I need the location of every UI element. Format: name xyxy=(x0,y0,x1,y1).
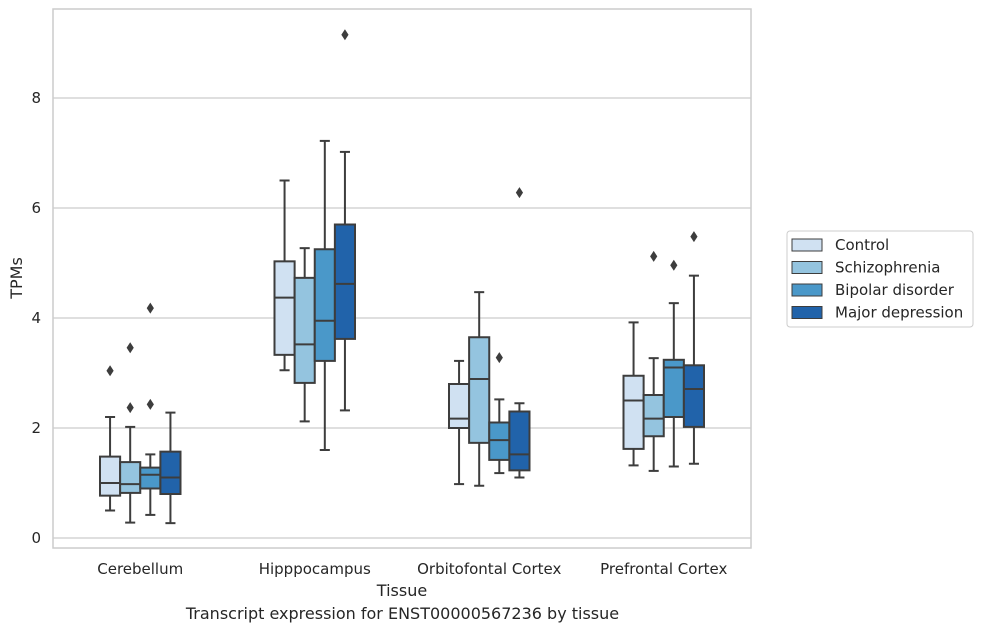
box xyxy=(273,260,296,356)
box-group xyxy=(333,29,356,412)
x-tick-labels: Cerebellum Hipppocampus Orbitofontal Corte… xyxy=(97,560,727,578)
legend-swatch xyxy=(791,238,823,252)
legend-swatch xyxy=(791,261,823,274)
plot-frame xyxy=(52,8,752,549)
y-tick-label: 6 xyxy=(31,199,41,217)
box-group xyxy=(468,291,491,487)
legend-label: Bipolar disorder xyxy=(835,281,955,299)
box xyxy=(159,450,182,495)
legend-swatch xyxy=(791,283,823,297)
box-group xyxy=(119,342,142,524)
outlier-point xyxy=(515,187,524,199)
x-tick-label: Prefrontal Cortex xyxy=(600,560,727,578)
box-group xyxy=(622,321,645,467)
outlier-point xyxy=(126,402,134,414)
outlier-point xyxy=(146,398,154,410)
box xyxy=(119,461,142,494)
outlier-point xyxy=(495,352,503,364)
box xyxy=(313,248,336,362)
outlier-point xyxy=(341,29,349,41)
outlier-point xyxy=(650,250,658,262)
box xyxy=(682,364,705,428)
box xyxy=(448,383,471,429)
legend-label: Major depression xyxy=(835,304,963,322)
box-group xyxy=(448,359,471,486)
x-tick-label: Cerebellum xyxy=(97,560,183,578)
box-group xyxy=(642,250,665,472)
outlier-point xyxy=(670,259,678,271)
box xyxy=(333,223,356,340)
legend-label: Control xyxy=(835,236,889,254)
x-tick-label: Hipppocampus xyxy=(259,560,371,578)
box-group xyxy=(682,231,705,465)
box-group xyxy=(159,411,182,525)
y-axis-label: TPMs xyxy=(7,257,26,300)
figure-caption: Transcript expression for ENST0000056723… xyxy=(185,604,620,623)
y-tick-label: 8 xyxy=(31,89,41,107)
box xyxy=(622,374,645,450)
box xyxy=(99,455,122,497)
box xyxy=(508,410,531,472)
y-tick-label: 4 xyxy=(31,309,41,327)
outlier-point xyxy=(126,342,134,354)
legend-swatch xyxy=(791,306,823,319)
box-group xyxy=(662,259,685,468)
box-group xyxy=(99,365,122,512)
box xyxy=(488,421,511,461)
boxes xyxy=(99,29,705,525)
box-group xyxy=(293,247,316,423)
y-tick-label: 2 xyxy=(31,419,41,437)
box xyxy=(293,276,316,384)
y-tick-labels: 0 2 4 6 8 xyxy=(31,89,41,547)
box xyxy=(468,336,491,444)
outlier-point xyxy=(106,365,114,377)
y-tick-label: 0 xyxy=(31,529,41,547)
box-group xyxy=(313,139,336,451)
box-group xyxy=(488,352,511,475)
x-tick-label: Orbitofontal Cortex xyxy=(417,560,561,578)
outlier-point xyxy=(146,302,154,314)
legend-label: Schizophrenia xyxy=(835,259,940,277)
box xyxy=(642,394,665,438)
x-axis-label: Tissue xyxy=(376,581,427,600)
box-group xyxy=(508,187,531,479)
legend: Control Schizophrenia Bipolar disorder Majo… xyxy=(786,230,974,328)
box-group xyxy=(273,179,296,372)
box-group xyxy=(139,302,162,516)
legend-frame xyxy=(786,230,974,328)
box xyxy=(139,466,162,490)
outlier-point xyxy=(690,231,698,243)
